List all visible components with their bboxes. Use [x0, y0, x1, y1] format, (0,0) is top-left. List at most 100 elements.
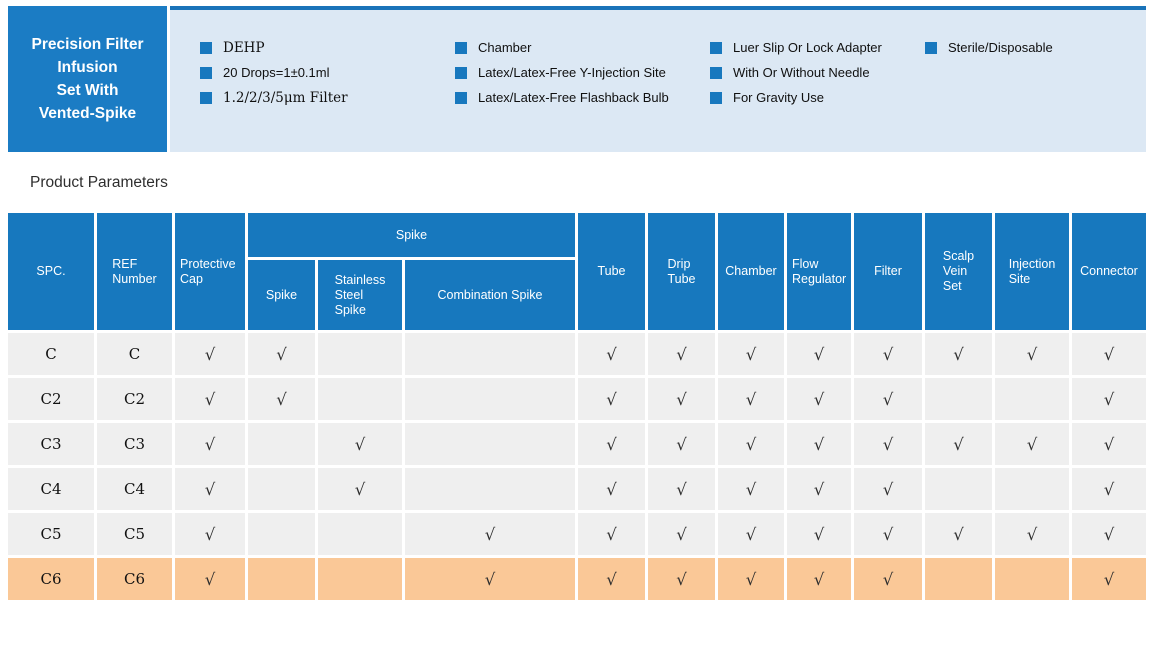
bullet-square-icon	[455, 92, 467, 104]
cell-text: C3	[123, 435, 146, 453]
feature-text: Sterile/Disposable	[948, 40, 1053, 55]
ref-cell: C5	[97, 513, 172, 555]
feature-item: Sterile/Disposable	[925, 40, 1053, 56]
header-cell-scalp-vein-set: Scalp Vein Set	[925, 213, 992, 330]
bullet-square-icon	[200, 92, 212, 104]
check-cell: √	[718, 468, 784, 510]
check-cell: √	[405, 513, 575, 555]
check-cell: √	[1072, 558, 1146, 600]
check-cell: √	[1072, 378, 1146, 420]
check-cell: √	[648, 468, 715, 510]
check-mark: √	[882, 389, 894, 409]
feature-text: 20 Drops=1±0.1ml	[223, 65, 330, 80]
check-mark: √	[676, 524, 687, 544]
check-mark: √	[204, 569, 216, 589]
check-mark: √	[606, 524, 617, 544]
bullet-square-icon	[710, 67, 722, 79]
check-mark: √	[813, 479, 825, 499]
check-mark: √	[1103, 434, 1115, 454]
check-cell: √	[405, 558, 575, 600]
bullet-square-icon	[710, 92, 722, 104]
check-cell: √	[248, 378, 315, 420]
check-cell: √	[995, 423, 1069, 465]
check-mark: √	[813, 389, 825, 409]
cell-text: C2	[123, 390, 146, 408]
table-header: SPC. REF Number Protective Cap Spike Spi…	[8, 213, 1146, 330]
spc-cell: C3	[8, 423, 94, 465]
feature-text: DEHP	[223, 40, 265, 56]
feature-column: Chamber Latex/Latex-Free Y-Injection Sit…	[455, 40, 669, 115]
check-cell	[248, 558, 315, 600]
ref-cell: C3	[97, 423, 172, 465]
check-mark: √	[745, 434, 757, 454]
check-cell	[925, 378, 992, 420]
feature-item: For Gravity Use	[710, 90, 882, 106]
header-cell-stainless-steel-spike: Stainless Steel Spike	[318, 260, 402, 330]
check-mark: √	[606, 434, 617, 454]
check-cell: √	[718, 423, 784, 465]
table-body: C C √ √ √ √ √ √ √ √ √ √ C2 C2 √ √ √ √ √ √ √ √ C3 C3 √ √ √ √ √ √ √ √ √ √ C4…	[8, 333, 1146, 600]
check-cell: √	[578, 423, 645, 465]
feature-text: For Gravity Use	[733, 90, 825, 105]
check-mark: √	[484, 524, 496, 544]
check-mark: √	[676, 434, 687, 454]
header-cell-chamber: Chamber	[718, 213, 784, 330]
check-mark: √	[953, 344, 964, 364]
bullet-square-icon	[200, 67, 212, 79]
header-cell-filter: Filter	[854, 213, 922, 330]
check-mark: √	[813, 434, 825, 454]
bullet-square-icon	[710, 42, 722, 54]
section-title: Product Parameters	[30, 174, 168, 191]
check-cell: √	[925, 423, 992, 465]
header-cell-protective-cap: Protective Cap	[175, 213, 245, 330]
feature-item: 20 Drops=1±0.1ml	[200, 65, 348, 81]
check-mark: √	[606, 569, 617, 589]
check-mark: √	[676, 569, 687, 589]
check-mark: √	[745, 389, 757, 409]
check-mark: √	[882, 344, 894, 364]
feature-text: Chamber	[478, 40, 532, 55]
check-mark: √	[882, 524, 894, 544]
bullet-square-icon	[200, 42, 212, 54]
check-cell	[995, 468, 1069, 510]
check-cell: √	[578, 513, 645, 555]
check-mark: √	[813, 569, 825, 589]
check-mark: √	[276, 389, 287, 409]
check-mark: √	[204, 389, 216, 409]
feature-text: Latex/Latex-Free Y-Injection Site	[478, 65, 666, 80]
check-cell	[405, 333, 575, 375]
cell-text: C4	[40, 480, 62, 498]
check-cell: √	[248, 333, 315, 375]
check-cell: √	[175, 423, 245, 465]
check-cell: √	[648, 378, 715, 420]
feature-band: DEHP 20 Drops=1±0.1ml 1.2/2/3/5μm Filter…	[170, 6, 1146, 152]
ref-cell: C2	[97, 378, 172, 420]
cell-text: C4	[123, 480, 146, 498]
header-cell-injection-site: Injection Site	[995, 213, 1069, 330]
check-cell	[405, 378, 575, 420]
check-mark: √	[354, 434, 366, 454]
product-title: Precision Filter Infusion Set With Vente…	[8, 6, 167, 152]
check-mark: √	[1026, 524, 1038, 544]
check-cell: √	[648, 423, 715, 465]
cell-text: C3	[40, 435, 62, 453]
check-cell: √	[787, 378, 851, 420]
check-mark: √	[953, 434, 964, 454]
check-mark: √	[1103, 524, 1115, 544]
feature-item: Luer Slip Or Lock Adapter	[710, 40, 882, 56]
check-mark: √	[606, 479, 617, 499]
feature-text: Luer Slip Or Lock Adapter	[733, 40, 882, 55]
feature-text: With Or Without Needle	[733, 65, 870, 80]
check-mark: √	[676, 344, 687, 364]
check-cell: √	[318, 468, 402, 510]
header-cell-ref-number: REF Number	[97, 213, 172, 330]
check-cell: √	[578, 333, 645, 375]
cell-text: C5	[123, 525, 146, 543]
check-mark: √	[204, 524, 216, 544]
check-cell: √	[648, 513, 715, 555]
check-mark: √	[276, 344, 287, 364]
feature-item: Latex/Latex-Free Flashback Bulb	[455, 90, 669, 106]
check-cell: √	[925, 333, 992, 375]
check-cell: √	[787, 333, 851, 375]
header-cell-spc: SPC.	[8, 213, 94, 330]
